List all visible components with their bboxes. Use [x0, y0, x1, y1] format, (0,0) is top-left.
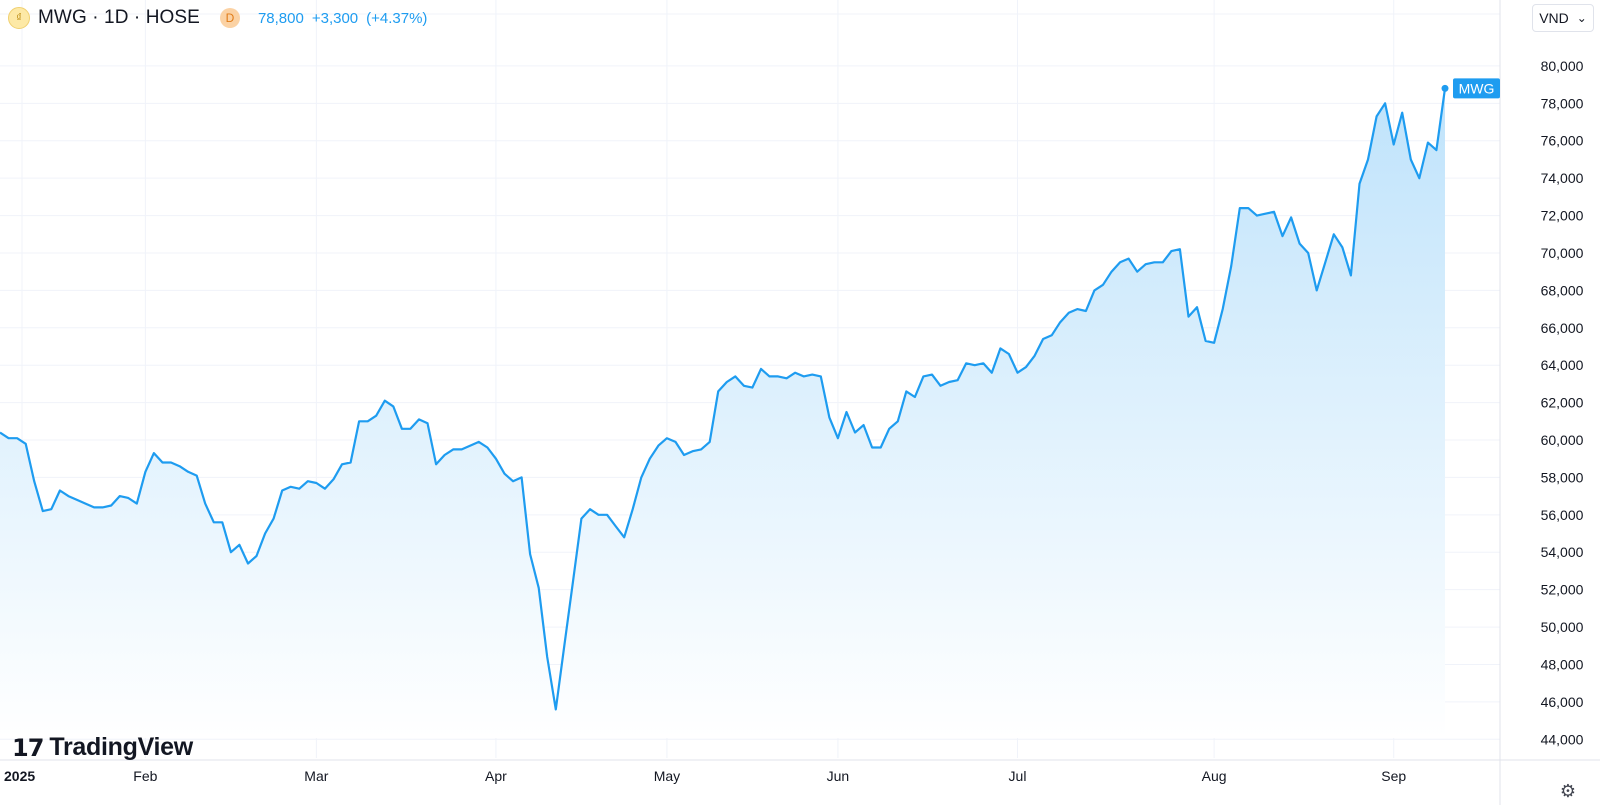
- last-price: 78,800: [257, 9, 304, 27]
- symbol-title[interactable]: MWG · 1D · HOSE: [38, 7, 200, 28]
- y-tick-label[interactable]: 46,000: [1541, 694, 1584, 710]
- y-tick-label[interactable]: 44,000: [1541, 731, 1584, 747]
- y-tick-label[interactable]: 80,000: [1541, 58, 1584, 74]
- x-tick-label[interactable]: 2025: [4, 768, 35, 784]
- y-tick-label[interactable]: 60,000: [1541, 432, 1584, 448]
- y-tick-label[interactable]: 54,000: [1541, 544, 1584, 560]
- y-tick-label[interactable]: 66,000: [1541, 320, 1584, 336]
- x-tick-label[interactable]: Aug: [1202, 768, 1227, 784]
- last-value-marker: MWG: [1441, 78, 1500, 99]
- y-tick-label[interactable]: 68,000: [1541, 282, 1584, 298]
- last-value-label-bg: [1453, 78, 1500, 99]
- x-tick-label[interactable]: Apr: [485, 768, 507, 784]
- x-tick-label[interactable]: Mar: [304, 768, 328, 784]
- area-fill-path: [0, 88, 1445, 738]
- symbol-header: ₫ MWG · 1D · HOSE D 78,800 +3,300 (+4.37…: [8, 4, 427, 32]
- series-line-mwg[interactable]: [0, 88, 1447, 711]
- price-info: 78,800 +3,300 (+4.37%): [258, 10, 427, 27]
- price-change: +3,300: [311, 9, 359, 27]
- currency-value: VND: [1539, 10, 1569, 26]
- y-tick-label[interactable]: 74,000: [1541, 170, 1584, 186]
- y-tick-label[interactable]: 56,000: [1541, 507, 1584, 523]
- price-change-percent: (+4.37%): [366, 9, 428, 27]
- y-tick-label[interactable]: 62,000: [1541, 395, 1584, 411]
- area-fill: [0, 88, 1445, 738]
- y-axis-tick-labels[interactable]: 44,000 46,000 48,000 50,000 52,000 54,000 56,0…: [1541, 58, 1584, 747]
- x-tick-label[interactable]: Jul: [1009, 768, 1027, 784]
- y-tick-label[interactable]: 50,000: [1541, 619, 1584, 635]
- y-tick-label[interactable]: 76,000: [1541, 133, 1584, 149]
- settings-gear-icon[interactable]: ⚙: [1559, 780, 1577, 801]
- currency-selector[interactable]: VND ⌄: [1532, 4, 1594, 32]
- y-tick-label[interactable]: 48,000: [1541, 656, 1584, 672]
- tradingview-watermark[interactable]: 17 TradingView: [12, 733, 193, 762]
- y-tick-label[interactable]: 58,000: [1541, 469, 1584, 485]
- price-line[interactable]: [0, 88, 1447, 711]
- y-tick-label[interactable]: 72,000: [1541, 208, 1584, 224]
- tradingview-wordmark: TradingView: [49, 733, 193, 761]
- tradingview-logo-icon: 17: [12, 733, 44, 762]
- x-axis-tick-labels[interactable]: 2025 Feb Mar Apr May Jun Jul Aug Sep: [4, 768, 1406, 784]
- delayed-data-badge[interactable]: D: [219, 8, 240, 28]
- chevron-down-icon: ⌄: [1576, 11, 1587, 25]
- y-tick-label[interactable]: 70,000: [1541, 245, 1584, 261]
- y-tick-label[interactable]: 78,000: [1541, 95, 1584, 111]
- symbol-logo-icon[interactable]: ₫: [8, 7, 30, 29]
- y-tick-label[interactable]: 52,000: [1541, 582, 1584, 598]
- last-point-marker: [1441, 84, 1449, 92]
- x-tick-label[interactable]: Feb: [133, 768, 157, 784]
- x-tick-label[interactable]: Sep: [1381, 768, 1406, 784]
- y-tick-label[interactable]: 64,000: [1541, 357, 1584, 373]
- x-tick-label[interactable]: May: [654, 768, 680, 784]
- last-value-label: MWG: [1459, 80, 1495, 96]
- x-tick-label[interactable]: Jun: [827, 768, 850, 784]
